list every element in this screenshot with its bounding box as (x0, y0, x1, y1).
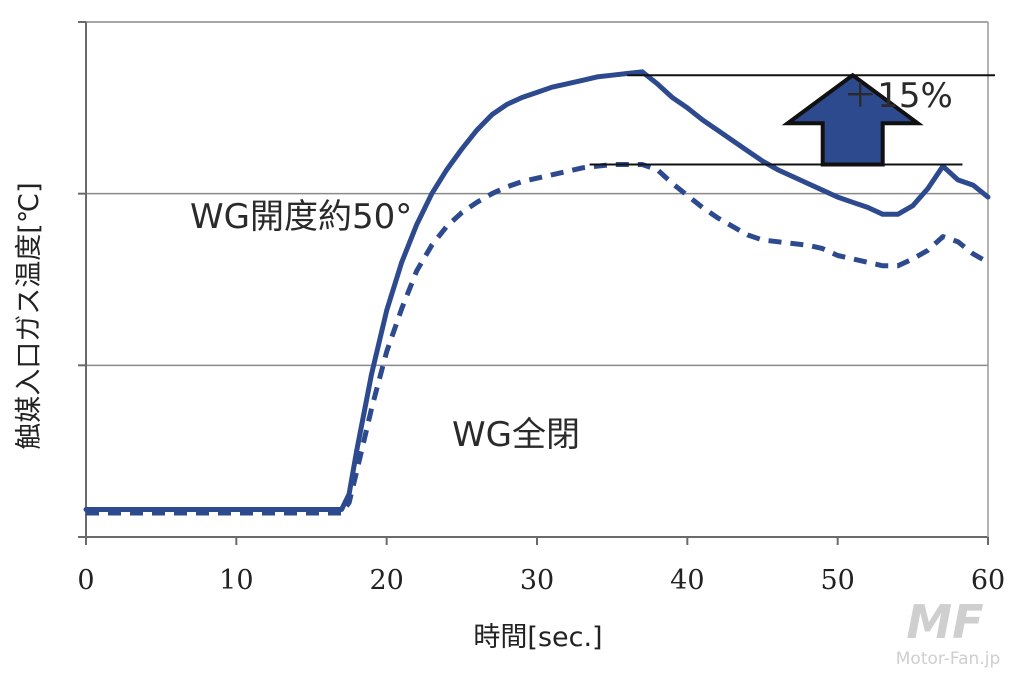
x-tick-label: 40 (670, 565, 704, 596)
annotations: ＋15% WG開度約50° WG全閉 (190, 72, 995, 455)
gridlines (86, 21, 988, 367)
series-label-dashed: WG全閉 (452, 415, 580, 455)
increase-label: ＋15% (843, 76, 953, 116)
series-lines (83, 69, 991, 516)
series-line-solid (83, 69, 991, 512)
axes (78, 21, 989, 545)
increase-arrow-icon (781, 72, 924, 167)
x-tick-label: 50 (820, 565, 854, 596)
x-axis-title: 時間[sec.] (473, 622, 602, 653)
logo-mark: MF (906, 595, 983, 649)
series-line-dashed (86, 162, 990, 516)
series-label-solid: WG開度約50° (190, 197, 412, 237)
y-axis-title: 触媒入口ガス温度[℃] (14, 182, 45, 449)
motor-fan-logo: MF Motor-Fan.jp (896, 595, 1001, 669)
x-tick-label: 0 (77, 565, 94, 596)
x-tick-label: 60 (971, 565, 1005, 596)
x-tick-label: 10 (219, 565, 253, 596)
x-tick-label: 30 (520, 565, 554, 596)
watermark-text: Motor-Fan.jp (896, 649, 1001, 669)
x-tick-labels: 0 10 20 30 40 50 60 (77, 565, 1005, 596)
x-tick-label: 20 (369, 565, 403, 596)
